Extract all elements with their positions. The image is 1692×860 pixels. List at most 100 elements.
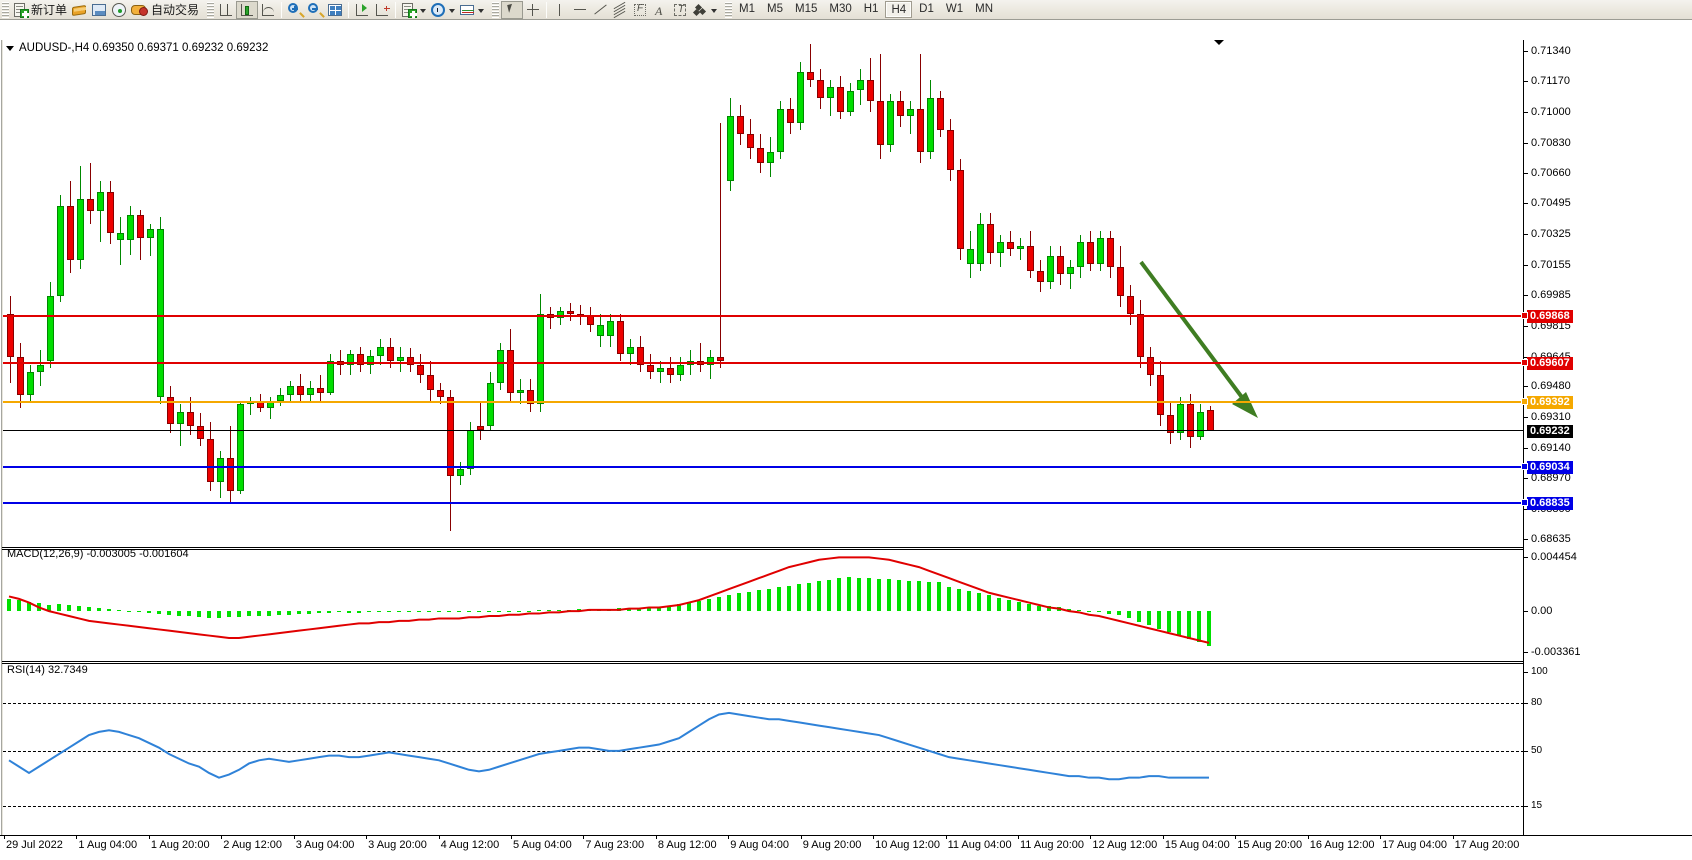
timeframe-m15-button[interactable]: M15 [795,3,818,15]
toolbar-grip-1[interactable] [2,1,9,18]
rsi-plot[interactable] [3,664,1524,814]
price-axis-label: 0.69985 [1531,289,1571,302]
terminal-button[interactable] [89,1,109,19]
signals-button[interactable] [109,1,129,19]
crosshair-tool[interactable] [523,1,543,19]
macd-tick [1524,652,1528,654]
time-tick [293,836,295,839]
line-handle[interactable] [1521,398,1528,406]
candle-body [967,249,974,264]
autotrade-button[interactable]: 自动交易 [149,1,201,19]
market-button[interactable] [129,1,149,19]
macd-histogram-bar [867,578,871,612]
candle-body [167,397,174,425]
fibonacci-tool[interactable] [610,1,630,19]
macd-histogram-bar [1117,611,1121,615]
chart-window[interactable]: AUDUSD-,H4 0.69350 0.69371 0.69232 0.692… [0,20,1692,860]
resistance-line[interactable] [3,359,1528,367]
templates-button[interactable] [457,1,486,19]
macd-histogram-bar [877,578,881,612]
horizontal-line-tool[interactable] [570,1,590,19]
macd-separator-top [2,547,1523,548]
chevron-down-icon[interactable] [478,8,485,13]
macd-histogram-bar [547,610,551,612]
candle-body [957,169,964,250]
macd-histogram-bar [397,611,401,613]
pivot-line[interactable] [3,398,1528,406]
text-tool[interactable]: A [650,1,670,19]
time-tick [148,836,150,839]
rsi-axis-label: 80 [1531,697,1543,709]
zoom-out-button[interactable] [305,1,325,19]
timeframe-h4-button[interactable]: H4 [885,1,913,18]
tile-windows-button[interactable] [325,1,345,19]
macd-histogram-bar [257,611,261,616]
macd-histogram-bar [167,611,171,615]
macd-label: MACD(12,26,9) -0.003005 -0.001604 [7,548,189,560]
coin-button[interactable] [69,1,89,19]
timeframe-w1-button[interactable]: W1 [945,3,964,15]
price-tick [1524,447,1528,449]
price-tag[interactable]: 0.69868 [1527,310,1573,324]
timeframe-m5-button[interactable]: M5 [767,3,783,15]
macd-plot[interactable] [3,550,1524,660]
timeframe-h1-button[interactable]: H1 [863,3,879,15]
channel-tool[interactable]: F [630,1,650,19]
bar-chart-button[interactable] [216,1,236,19]
auto-scroll-button[interactable] [352,1,372,19]
current-price-line[interactable] [3,430,1524,431]
time-tick [945,836,947,839]
price-tag[interactable]: 0.69392 [1527,396,1573,410]
price-axis-label: 0.69480 [1531,380,1571,393]
price-tag[interactable]: 0.69607 [1527,357,1573,371]
candle-body [237,404,244,491]
toolbar-grip-3[interactable] [492,1,500,18]
macd-histogram-bar [427,611,431,613]
chevron-down-icon[interactable] [711,8,718,13]
macd-histogram-bar [517,611,521,613]
add-indicator-button[interactable] [399,1,428,19]
chevron-down-icon[interactable] [449,8,456,13]
macd-histogram-bar [1207,611,1211,646]
line-handle[interactable] [1521,359,1528,367]
support-line[interactable] [3,462,1528,470]
chart-shift-button[interactable] [372,1,392,19]
trendline-tool[interactable] [590,1,610,19]
timeframe-m30-button[interactable]: M30 [829,3,852,15]
timeframe-m1-button[interactable]: M1 [739,3,756,15]
timeframe-mn-button[interactable]: MN [975,3,993,15]
triangle-down-icon[interactable] [6,45,14,51]
candle-body [657,368,664,372]
chevron-down-icon[interactable] [420,8,427,13]
candle-body [617,321,624,354]
line-handle[interactable] [1521,462,1528,470]
toolbar-grip-2[interactable] [207,1,215,18]
time-axis-label: 3 Aug 20:00 [368,839,427,851]
vertical-line-tool[interactable] [550,1,570,19]
line-handle[interactable] [1521,312,1528,320]
chart-scale-chevron-icon[interactable] [1214,40,1224,45]
new-order-button[interactable]: 新订单 [11,1,69,19]
timeframe-d1-button[interactable]: D1 [919,3,934,15]
toolbar-grip-4[interactable] [725,1,733,18]
macd-histogram-bar [1087,611,1091,613]
price-plot[interactable] [3,40,1524,545]
period-separator-button[interactable] [428,1,457,19]
macd-histogram-bar [347,611,351,613]
price-tag[interactable]: 0.68835 [1527,496,1573,510]
price-tag[interactable]: 0.69034 [1527,460,1573,474]
objects-tool[interactable] [690,1,719,19]
candlestick-chart-button[interactable] [236,0,259,19]
time-axis[interactable]: 29 Jul 2022 1 Aug 04:00 1 Aug 20:00 2 Aug 1… [0,835,1692,860]
line-handle[interactable] [1521,498,1528,506]
cursor-tool[interactable] [501,0,524,19]
line-chart-button[interactable] [258,1,278,19]
timeframe-group: M1 M5 M15 M30 H1 H4 D1 W1 MN [734,1,998,18]
zoom-in-button[interactable] [285,1,305,19]
resistance-line[interactable] [3,312,1528,320]
candle-body [197,425,204,439]
label-tool[interactable]: T [670,1,690,19]
support-line[interactable] [3,498,1528,506]
price-tag[interactable]: 0.69232 [1527,425,1573,438]
candle-body [157,229,164,398]
